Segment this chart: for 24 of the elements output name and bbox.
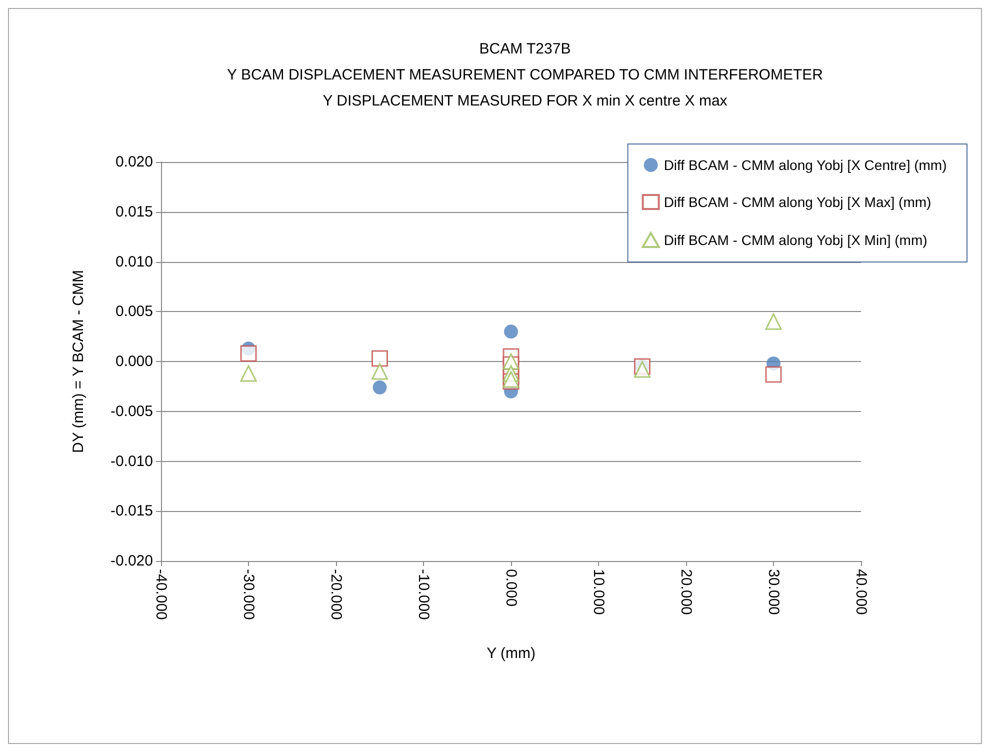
y-tick-label: -0.015 <box>110 502 153 520</box>
y-tick-label: 0.020 <box>115 154 153 170</box>
x-tick-label: 20.000 <box>678 569 694 615</box>
x-tick-label: 10.000 <box>590 569 607 615</box>
x-tick-label: 30.000 <box>765 569 782 615</box>
x-axis-title: Y (mm) <box>486 645 536 662</box>
legend-label: Diff BCAM - CMM along Yobj [X Min] (mm) <box>664 232 928 248</box>
x-tick-label: -40.000 <box>152 569 170 620</box>
y-tick-label: -0.005 <box>110 402 153 420</box>
x-tick-label: -20.000 <box>328 569 344 620</box>
y-axis-title: DY (mm) = Y BCAM - CMM <box>70 270 87 453</box>
y-tick-label: -0.010 <box>110 452 153 470</box>
y-tick-label: 0.010 <box>115 253 153 270</box>
y-tick-label: 0.015 <box>115 203 153 220</box>
x-tick-label: 0.000 <box>502 569 520 607</box>
x-tick-label: 40.000 <box>852 569 870 615</box>
y-tick-label: 0.000 <box>115 353 153 370</box>
x-tick-label: -10.000 <box>415 569 432 620</box>
y-tick-label: -0.020 <box>110 552 153 570</box>
legend-label: Diff BCAM - CMM along Yobj [X Centre] (mm) <box>664 157 947 173</box>
chart-title: BCAM T237B Y BCAM DISPLACEMENT MEASUREMENT COMPARED TO CMM INTERFEROMETER Y DISPLACEMENT MEASURED FOR X min X centre X max <box>227 40 824 110</box>
y-tick-label: 0.005 <box>115 303 153 320</box>
x-tick-label: -30.000 <box>240 569 257 620</box>
legend-label: Diff BCAM - CMM along Yobj [X Max] (mm) <box>664 194 932 210</box>
